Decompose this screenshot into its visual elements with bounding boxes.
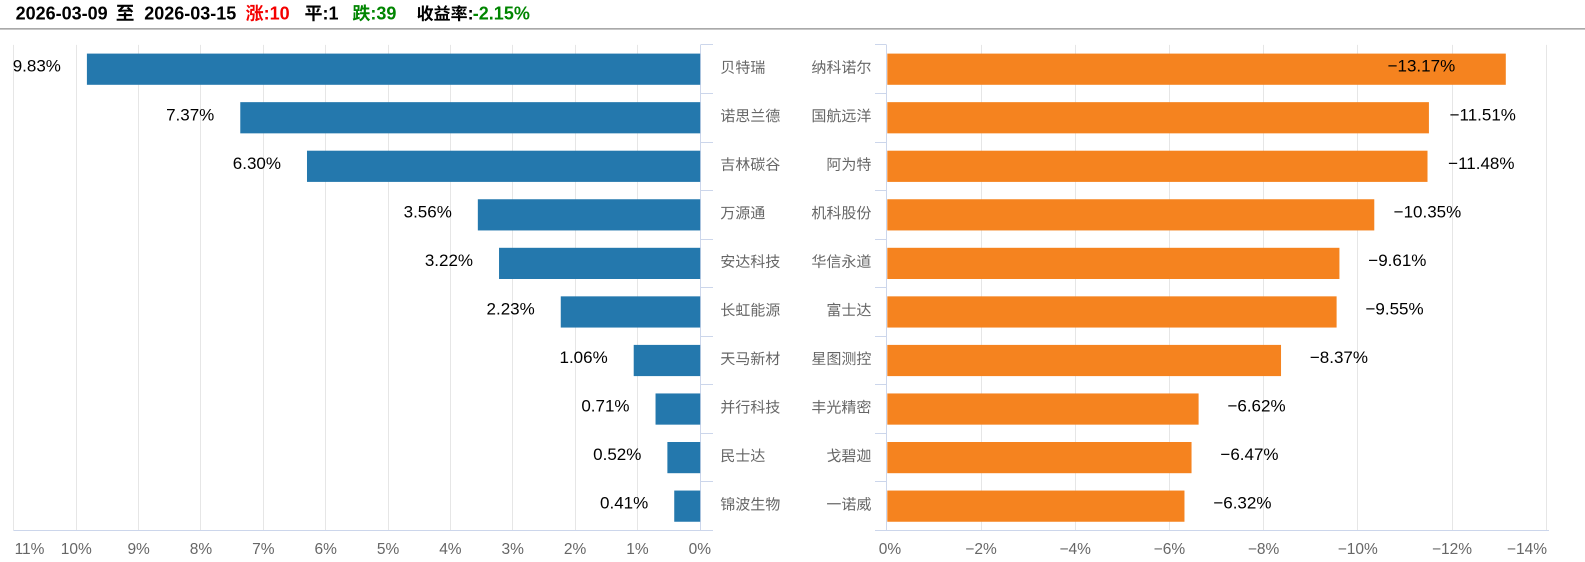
svg-text:2.23%: 2.23% bbox=[487, 299, 535, 318]
svg-text:1%: 1% bbox=[626, 541, 649, 558]
svg-text:−6.47%: −6.47% bbox=[1220, 445, 1278, 464]
svg-text:−6.32%: −6.32% bbox=[1213, 494, 1271, 513]
svg-text:2%: 2% bbox=[564, 541, 587, 558]
svg-text:4%: 4% bbox=[439, 541, 462, 558]
svg-text:3.56%: 3.56% bbox=[404, 202, 452, 221]
svg-text:−13.17%: −13.17% bbox=[1388, 57, 1456, 76]
svg-text:0.71%: 0.71% bbox=[581, 397, 629, 416]
svg-text:0.52%: 0.52% bbox=[593, 445, 641, 464]
svg-text:−4%: −4% bbox=[1059, 541, 1091, 558]
svg-text:-2.15%: -2.15% bbox=[473, 4, 530, 24]
svg-text:6%: 6% bbox=[314, 541, 337, 558]
svg-text:5%: 5% bbox=[377, 541, 400, 558]
svg-text:−8.37%: −8.37% bbox=[1310, 348, 1368, 367]
svg-text:−11.48%: −11.48% bbox=[1448, 154, 1514, 173]
svg-text:−8%: −8% bbox=[1248, 541, 1280, 558]
svg-text:7%: 7% bbox=[252, 541, 275, 558]
svg-text:−6.62%: −6.62% bbox=[1227, 397, 1285, 416]
svg-text:1.06%: 1.06% bbox=[560, 348, 608, 367]
svg-text:9.83%: 9.83% bbox=[13, 57, 61, 76]
svg-text:7.37%: 7.37% bbox=[166, 105, 214, 124]
svg-text:3%: 3% bbox=[502, 541, 525, 558]
svg-text:−12%: −12% bbox=[1432, 541, 1472, 558]
svg-text:−11.51%: −11.51% bbox=[1450, 105, 1516, 124]
svg-text:0%: 0% bbox=[689, 541, 712, 558]
svg-text:−9.61%: −9.61% bbox=[1368, 251, 1426, 270]
svg-text:−2%: −2% bbox=[965, 541, 997, 558]
svg-text:11%: 11% bbox=[15, 541, 45, 558]
svg-text:6.30%: 6.30% bbox=[233, 154, 281, 173]
svg-text:9%: 9% bbox=[127, 541, 150, 558]
svg-text:0%: 0% bbox=[879, 541, 902, 558]
svg-text:−10.35%: −10.35% bbox=[1394, 202, 1462, 221]
svg-text::: : bbox=[468, 4, 474, 24]
svg-text::10: :10 bbox=[264, 4, 290, 24]
svg-text:2026-03-15: 2026-03-15 bbox=[144, 4, 236, 24]
svg-text:0.41%: 0.41% bbox=[600, 494, 648, 513]
svg-text:−10%: −10% bbox=[1338, 541, 1378, 558]
svg-text:−6%: −6% bbox=[1154, 541, 1186, 558]
svg-text::1: :1 bbox=[323, 4, 339, 24]
svg-text:2026-03-09: 2026-03-09 bbox=[16, 4, 108, 24]
svg-text::39: :39 bbox=[370, 4, 396, 24]
svg-text:10%: 10% bbox=[61, 541, 92, 558]
svg-text:−9.55%: −9.55% bbox=[1365, 299, 1423, 318]
svg-text:3.22%: 3.22% bbox=[425, 251, 473, 270]
svg-text:8%: 8% bbox=[190, 541, 213, 558]
svg-text:−14%: −14% bbox=[1507, 541, 1547, 558]
